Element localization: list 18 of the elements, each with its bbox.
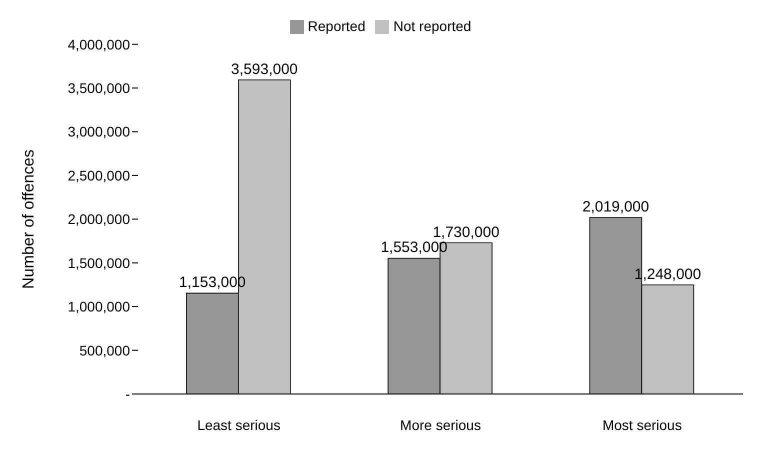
legend-label: Not reported: [393, 18, 472, 34]
y-tick-label: 1,000,000: [68, 298, 130, 315]
y-tick-label: 2,500,000: [68, 167, 130, 184]
x-tick-label: Most serious: [602, 416, 682, 433]
y-tick-label: 3,000,000: [68, 124, 130, 140]
data-label: 3,593,000: [231, 60, 298, 78]
y-tick-label: 4,000,000: [68, 36, 130, 52]
legend-label: Reported: [308, 18, 366, 34]
y-axis-title: Number of offences: [20, 149, 38, 289]
data-label: 2,019,000: [582, 198, 650, 216]
y-tick-label: -: [125, 386, 130, 402]
y-tick-label: 2,000,000: [68, 211, 130, 228]
y-tick-label: 500,000: [79, 342, 130, 358]
y-tick-label: 1,500,000: [68, 254, 130, 271]
y-tick-label: 3,500,000: [68, 80, 130, 96]
x-tick-label: More serious: [400, 416, 481, 433]
x-tick-label: Least serious: [197, 416, 280, 433]
data-label: 1,730,000: [432, 224, 500, 241]
